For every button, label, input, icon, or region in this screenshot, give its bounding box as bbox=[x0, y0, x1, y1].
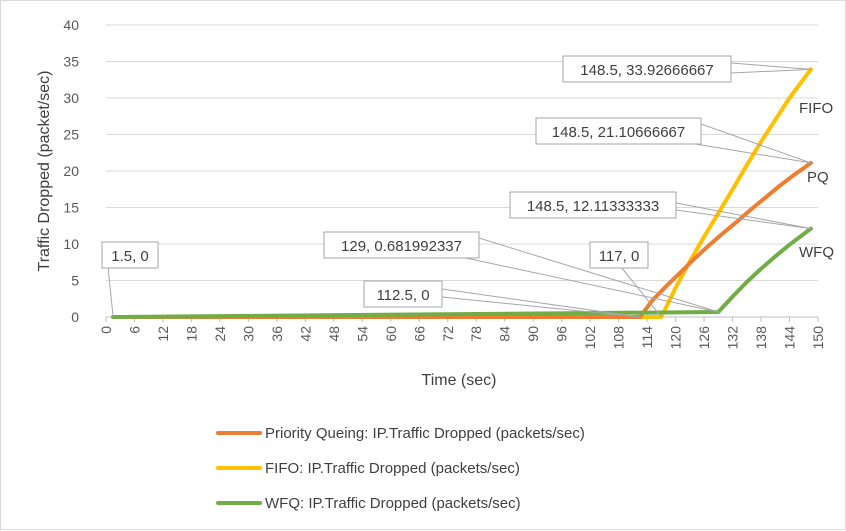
series-end-label: FIFO bbox=[799, 100, 833, 117]
data-label: 148.5, 21.10666667 bbox=[552, 124, 685, 141]
y-axis-title: Traffic Dropped (packet/sec) bbox=[36, 71, 53, 272]
series-line bbox=[111, 226, 813, 319]
data-label-callouts: 1.5, 0 112.5, 0 117, 0 129, 0.681992337 148.… bbox=[101, 55, 812, 318]
x-tick-label: 42 bbox=[297, 326, 313, 342]
callout-box bbox=[562, 55, 732, 83]
x-tick-label: 108 bbox=[611, 326, 627, 350]
grid-lines bbox=[106, 24, 818, 281]
callout-box bbox=[101, 241, 159, 269]
x-tick-label: 138 bbox=[753, 326, 769, 350]
y-tick-label: 30 bbox=[63, 90, 79, 106]
series-lines bbox=[111, 67, 813, 319]
series-end-labels: PQ FIFO WFQ bbox=[799, 100, 834, 261]
callout-leader bbox=[441, 288, 641, 318]
y-tick-label: 15 bbox=[63, 200, 79, 216]
y-tick-label: 10 bbox=[63, 236, 79, 252]
data-label: 148.5, 33.92666667 bbox=[580, 62, 713, 79]
callout-box bbox=[509, 191, 677, 219]
x-tick-label: 54 bbox=[354, 326, 370, 342]
x-tick-label: 18 bbox=[183, 326, 199, 342]
callout-leader bbox=[676, 140, 811, 164]
callout-leader bbox=[432, 250, 719, 313]
callout-leader bbox=[700, 123, 812, 164]
x-tick-label: 84 bbox=[497, 326, 513, 342]
series-line bbox=[111, 67, 813, 319]
callout-leader bbox=[441, 296, 641, 318]
y-tick-label: 20 bbox=[63, 163, 79, 179]
callout-box bbox=[589, 241, 649, 269]
x-tick-label: 90 bbox=[525, 326, 541, 342]
callout-box bbox=[363, 280, 443, 308]
x-tick-label: 12 bbox=[155, 326, 171, 342]
callout-leader bbox=[107, 266, 114, 318]
x-tick-label: 150 bbox=[810, 326, 826, 350]
callout-leader bbox=[620, 266, 662, 318]
series-end-label: PQ bbox=[807, 169, 829, 186]
data-label: 1.5, 0 bbox=[111, 248, 149, 265]
series-end-label: WFQ bbox=[799, 244, 834, 261]
x-tick-label: 48 bbox=[326, 326, 342, 342]
data-label: 129, 0.681992337 bbox=[341, 238, 462, 255]
x-tick-label: 78 bbox=[468, 326, 484, 342]
x-tick-label: 30 bbox=[240, 326, 256, 342]
legend-entry: Priority Queing: IP.Traffic Dropped (pac… bbox=[265, 425, 585, 442]
x-tick-label: 36 bbox=[269, 326, 285, 342]
callout-leader bbox=[675, 202, 811, 230]
callout-leader bbox=[478, 237, 719, 313]
x-tick-label: 72 bbox=[440, 326, 456, 342]
x-tick-label: 66 bbox=[411, 326, 427, 342]
y-tick-label: 40 bbox=[63, 17, 79, 33]
data-label: 117, 0 bbox=[599, 248, 640, 265]
x-tick-label: 126 bbox=[696, 326, 712, 350]
axes: 0 5 10 15 20 25 30 35 40 0 6 12 18 24 30 36 42 48 54 60 66 72… bbox=[63, 17, 826, 349]
x-tick-label: 60 bbox=[383, 326, 399, 342]
y-tick-label: 0 bbox=[71, 309, 79, 325]
callout-leader bbox=[730, 68, 811, 74]
legend: Priority Queing: IP.Traffic Dropped (pac… bbox=[216, 425, 585, 512]
callout-leader bbox=[675, 209, 811, 230]
x-tick-label: 102 bbox=[582, 326, 598, 350]
y-tick-label: 5 bbox=[71, 273, 79, 289]
x-tick-label: 24 bbox=[212, 326, 228, 342]
x-tick-label: 120 bbox=[668, 326, 684, 350]
legend-entry: WFQ: IP.Traffic Dropped (packets/sec) bbox=[265, 495, 521, 512]
x-tick-label: 144 bbox=[782, 326, 798, 350]
x-tick-label: 96 bbox=[554, 326, 570, 342]
legend-entry: FIFO: IP.Traffic Dropped (packets/sec) bbox=[265, 460, 520, 477]
x-tick-label: 0 bbox=[98, 326, 114, 334]
x-tick-label: 114 bbox=[639, 326, 655, 349]
x-axis-title: Time (sec) bbox=[422, 372, 497, 389]
data-label: 112.5, 0 bbox=[376, 287, 429, 304]
y-tick-label: 25 bbox=[63, 127, 79, 143]
x-tick-label: 132 bbox=[725, 326, 741, 350]
x-tick-label: 6 bbox=[126, 326, 142, 334]
y-tick-label: 35 bbox=[63, 54, 79, 70]
callout-box bbox=[535, 117, 702, 145]
callout-leader bbox=[730, 62, 811, 70]
data-label: 148.5, 12.11333333 bbox=[527, 198, 659, 215]
callout-box bbox=[323, 231, 480, 259]
